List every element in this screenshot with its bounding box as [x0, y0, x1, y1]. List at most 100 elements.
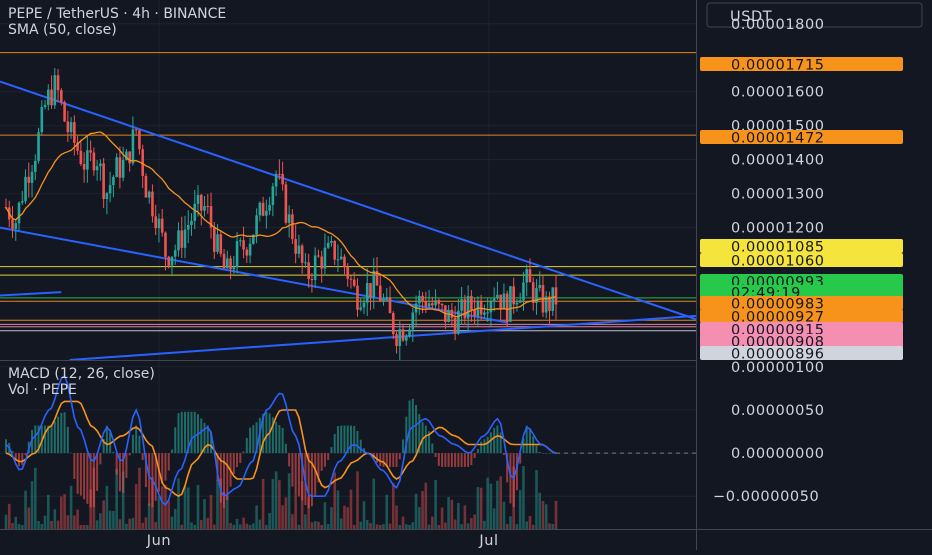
price-axis[interactable]: 0.000018000.000016000.000015000.00001400…: [731, 17, 825, 237]
macd-axis[interactable]: 0.00000100 0.00000050 0.00000000 −0.0000005…: [713, 360, 825, 505]
price-tag[interactable]: 0.00001715: [700, 57, 903, 74]
candle-body: [69, 122, 73, 133]
macd-histogram-bar: [408, 400, 411, 454]
volume-bar: [53, 509, 57, 529]
volume-bar: [401, 516, 405, 529]
candle-body: [265, 210, 268, 216]
currency-button-label[interactable]: USDT: [730, 9, 772, 25]
candle-body: [108, 185, 112, 194]
volume-bar: [343, 505, 346, 529]
candle-body: [47, 89, 50, 105]
macd-histogram-bar: [60, 412, 63, 454]
currency-button-frame[interactable]: [706, 2, 923, 28]
macd-histogram-bar: [148, 453, 151, 506]
price-axis-label[interactable]: 0.00001300: [731, 187, 825, 203]
macd-legend[interactable]: MACD (12, 26, close): [8, 366, 155, 382]
volume-bar: [219, 478, 223, 529]
macd-histogram-bar: [271, 417, 274, 454]
macd-histogram-bar: [307, 453, 310, 508]
macd-histogram-bar: [346, 425, 349, 454]
volume-bar: [43, 515, 47, 529]
macd-histogram-bar: [24, 453, 27, 456]
macd-histogram-bar: [190, 411, 193, 454]
candle-body: [105, 193, 109, 200]
macd-histogram-bar: [249, 427, 252, 454]
macd-histogram-bar: [291, 453, 294, 487]
candle-body: [186, 224, 190, 230]
volume-bar: [447, 497, 450, 529]
volume-bar: [369, 523, 372, 529]
price-axis-label[interactable]: 0.00001800: [731, 17, 825, 33]
sma-legend[interactable]: SMA (50, close): [8, 22, 117, 38]
price-tag[interactable]: 0.00000896: [700, 346, 903, 363]
volume-bar: [86, 524, 89, 529]
volume-bar: [421, 491, 424, 529]
price-tag-bg: [700, 296, 903, 310]
trendline[interactable]: [0, 226, 509, 324]
candle-body: [63, 101, 66, 122]
macd-signal-line: [5, 400, 557, 498]
symbol-title[interactable]: PEPE / TetherUS · 4h · BINANCE: [8, 6, 226, 22]
macd-axis-label[interactable]: 0.00000000: [731, 446, 825, 462]
candle-body: [447, 309, 450, 323]
macd-axis-label[interactable]: 0.00000100: [731, 360, 825, 376]
macd-histogram-bar: [376, 453, 379, 463]
macd-histogram-bar: [463, 453, 466, 467]
price-axis-label[interactable]: 0.00001400: [731, 153, 825, 169]
volume-bar: [206, 517, 210, 529]
price-axis-label[interactable]: 0.00001200: [731, 221, 825, 237]
macd-histogram-bar: [467, 453, 470, 467]
macd-histogram-bar: [66, 426, 69, 454]
price-tag-bg: [700, 346, 903, 360]
macd-histogram-bar: [135, 425, 138, 454]
volume-bar: [457, 503, 460, 529]
volume-bar: [300, 481, 304, 529]
candle-body: [281, 173, 284, 185]
candle-body: [512, 286, 515, 305]
volume-bar: [499, 476, 502, 529]
price-axis-label[interactable]: 0.00001600: [731, 85, 825, 101]
macd-histogram-bar: [528, 428, 531, 454]
volume-bars: [4, 465, 558, 529]
volume-bar: [323, 502, 327, 529]
volume-legend[interactable]: Vol · PEPE: [8, 382, 77, 398]
candle-body: [388, 297, 392, 314]
macd-axis-label[interactable]: −0.00000050: [713, 489, 819, 505]
macd-histogram-bar: [245, 437, 248, 454]
trendline[interactable]: [0, 291, 62, 297]
volume-bar: [27, 507, 31, 529]
price-tag[interactable]: 0.00001472: [700, 130, 903, 147]
macd-histogram-bar: [187, 411, 190, 454]
candle-body: [141, 149, 144, 176]
trendlines: [0, 80, 697, 361]
price-tag[interactable]: 0.00000927: [700, 309, 903, 326]
macd-histogram-bar: [457, 453, 460, 467]
volume-bar: [50, 520, 53, 529]
candle-body: [125, 151, 128, 161]
currency-button[interactable]: USDT: [706, 2, 923, 28]
price-tag[interactable]: 0.00000983: [700, 296, 903, 313]
macd-histogram-bar: [522, 438, 525, 454]
volume-bar: [108, 510, 112, 529]
price-tag[interactable]: 0.00001060: [700, 253, 903, 270]
candle-body: [258, 202, 262, 216]
candle-body: [518, 300, 522, 303]
price-tag[interactable]: 0.00001085: [700, 239, 903, 256]
trendline[interactable]: [0, 80, 697, 321]
trendline[interactable]: [69, 314, 697, 361]
candle-body: [154, 216, 158, 229]
volume-bar: [548, 523, 551, 529]
macd-histogram-bar: [265, 411, 268, 454]
macd-histogram-bar: [262, 413, 265, 454]
macd-axis-label[interactable]: 0.00000050: [731, 403, 825, 419]
macd-histogram-bar: [460, 453, 463, 467]
volume-bar: [40, 524, 44, 529]
volume-bar: [362, 501, 366, 529]
candle-body: [76, 142, 79, 151]
candle-body: [95, 166, 99, 171]
price-tag-label: 0.00001085: [731, 240, 825, 256]
macd-histogram-bar: [161, 453, 164, 484]
macd-histogram-bar: [112, 451, 115, 454]
candle-body: [323, 247, 327, 269]
